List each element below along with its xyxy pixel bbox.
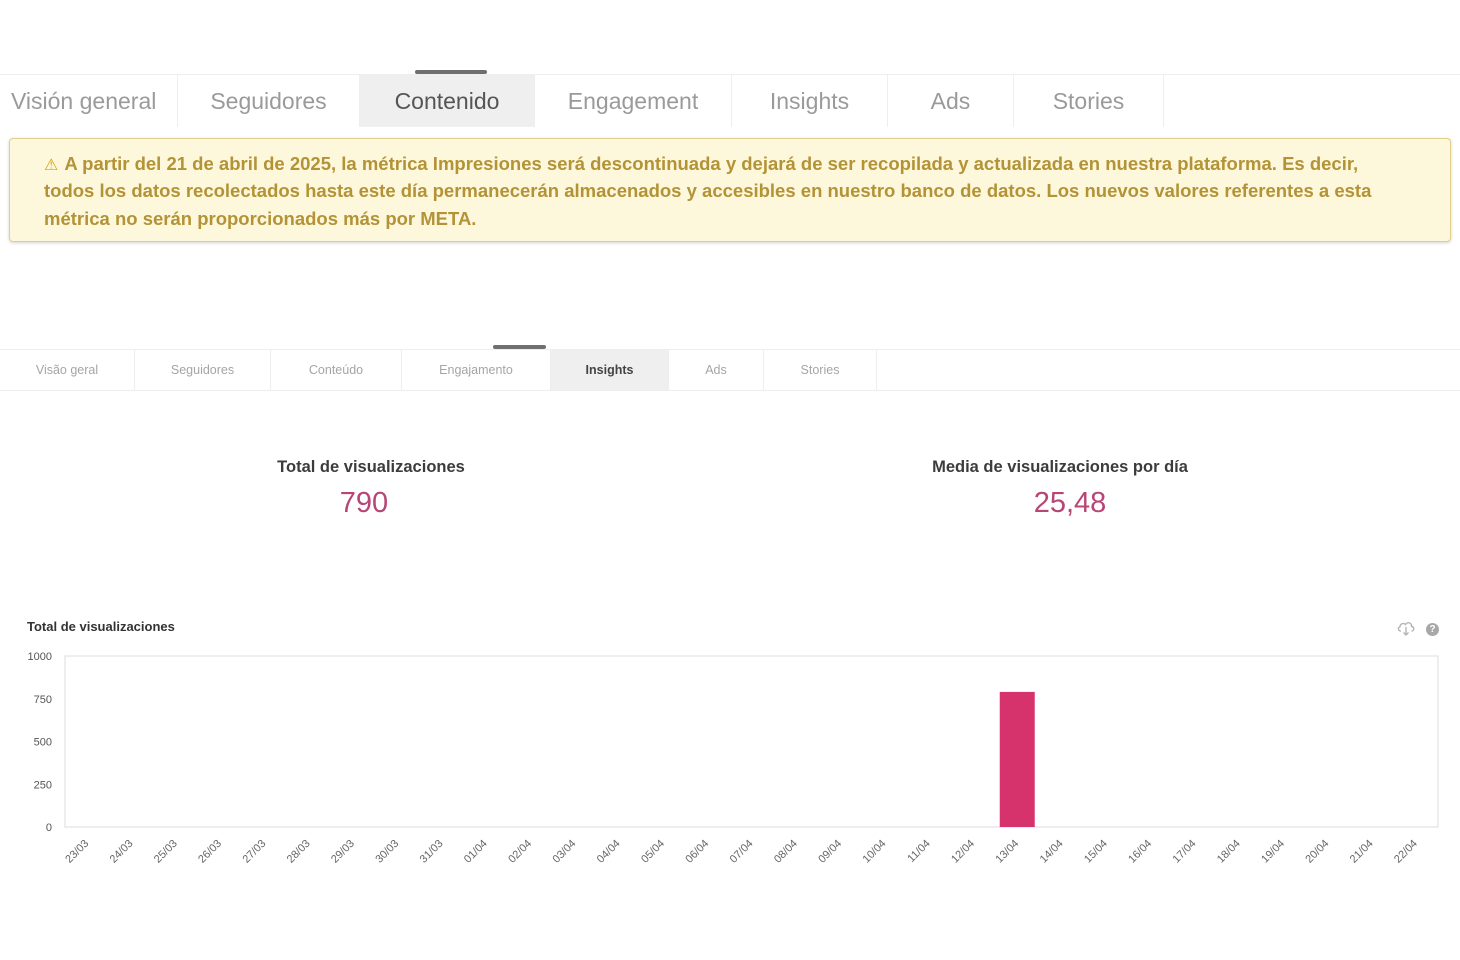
subtab-conteudo[interactable]: Conteúdo <box>271 350 402 390</box>
daily-average-value: 25,48 <box>1033 487 1107 519</box>
daily-average-label: Media de visualizaciones por día <box>932 458 1188 476</box>
tab-seguidores[interactable]: Seguidores <box>178 75 360 127</box>
x-tick-label: 29/03 <box>329 838 357 866</box>
x-tick-label: 06/04 <box>683 838 711 866</box>
x-tick-label: 04/04 <box>595 838 623 866</box>
subtab-engajamento[interactable]: Engajamento <box>402 350 551 390</box>
x-tick-label: 08/04 <box>772 838 800 866</box>
x-tick-label: 01/04 <box>462 838 490 866</box>
total-views-value: 790 <box>339 487 389 519</box>
warning-line-3: métrica no serán proporcionados más por … <box>44 208 477 229</box>
subtab-insights[interactable]: Insights <box>551 350 669 390</box>
sub-tab-bar: Visão geral Seguidores Conteúdo Engajame… <box>0 345 1460 391</box>
tab-engagement[interactable]: Engagement <box>535 75 732 127</box>
tab-vision-general[interactable]: Visión general <box>0 75 178 127</box>
tab-insights[interactable]: Insights <box>732 75 888 127</box>
y-tick-label: 1000 <box>28 651 52 663</box>
x-tick-label: 24/03 <box>108 838 136 866</box>
y-tick-label: 750 <box>34 694 52 706</box>
bar-13-04 <box>999 691 1035 827</box>
y-tick-label: 500 <box>34 737 52 749</box>
plot-area-frame <box>64 655 1439 828</box>
warning-icon: ⚠ <box>44 157 59 174</box>
main-tab-bar: Visión general Seguidores Contenido Enga… <box>0 70 1460 127</box>
x-tick-label: 19/04 <box>1259 838 1287 866</box>
x-tick-label: 15/04 <box>1082 838 1110 866</box>
x-tick-label: 05/04 <box>639 838 667 866</box>
x-tick-label: 23/03 <box>63 838 91 866</box>
x-tick-label: 27/03 <box>240 838 268 866</box>
total-views-stat: Total de visualizaciones 790 <box>221 458 521 520</box>
x-tick-label: 28/03 <box>285 838 313 866</box>
x-tick-label: 21/04 <box>1348 838 1376 866</box>
x-tick-label: 17/04 <box>1171 838 1199 866</box>
active-tab-indicator <box>415 70 487 74</box>
chart-title: Total de visualizaciones <box>27 619 175 634</box>
subtab-ads[interactable]: Ads <box>669 350 764 390</box>
warning-line-2: todos los datos recolectados hasta este … <box>44 180 1372 201</box>
x-tick-label: 22/04 <box>1392 838 1420 866</box>
warning-line-1: ⚠ A partir del 21 de abril de 2025, la mé… <box>44 151 1400 178</box>
daily-average-stat: Media de visualizaciones por día 25,48 <box>900 458 1220 520</box>
tab-contenido[interactable]: Contenido <box>360 75 535 127</box>
x-tick-label: 10/04 <box>861 838 889 866</box>
help-icon[interactable]: ? <box>1426 623 1439 636</box>
x-tick-label: 12/04 <box>949 838 977 866</box>
total-views-label: Total de visualizaciones <box>277 458 465 476</box>
subtab-stories[interactable]: Stories <box>764 350 877 390</box>
x-tick-label: 14/04 <box>1038 838 1066 866</box>
total-views-bar-chart: 0 250 500 750 1000 23/03 24/03 25/03 26/03 27/03 2… <box>28 651 1439 866</box>
y-tick-label: 250 <box>34 779 52 791</box>
x-tick-label: 30/03 <box>373 838 401 866</box>
x-tick-label: 13/04 <box>993 838 1021 866</box>
x-tick-label: 25/03 <box>152 838 180 866</box>
subtab-visao-geral[interactable]: Visão geral <box>0 350 135 390</box>
tab-stories[interactable]: Stories <box>1014 75 1164 127</box>
warning-text-1: A partir del 21 de abril de 2025, la mét… <box>64 153 1359 174</box>
x-tick-label: 09/04 <box>816 838 844 866</box>
x-tick-label: 31/03 <box>418 838 446 866</box>
x-tick-label: 20/04 <box>1303 838 1331 866</box>
x-tick-label: 02/04 <box>506 838 534 866</box>
x-tick-label: 03/04 <box>551 838 579 866</box>
tab-ads[interactable]: Ads <box>888 75 1014 127</box>
x-tick-label: 16/04 <box>1126 838 1154 866</box>
active-subtab-indicator <box>493 345 546 349</box>
subtab-seguidores[interactable]: Seguidores <box>135 350 271 390</box>
y-tick-label: 0 <box>46 822 52 834</box>
impressions-deprecation-warning: ⚠ A partir del 21 de abril de 2025, la mé… <box>9 138 1451 242</box>
x-tick-label: 07/04 <box>728 838 756 866</box>
cloud-download-icon[interactable] <box>1396 619 1416 637</box>
x-tick-label: 18/04 <box>1215 838 1243 866</box>
x-tick-label: 11/04 <box>905 838 932 865</box>
x-tick-label: 26/03 <box>196 838 224 866</box>
